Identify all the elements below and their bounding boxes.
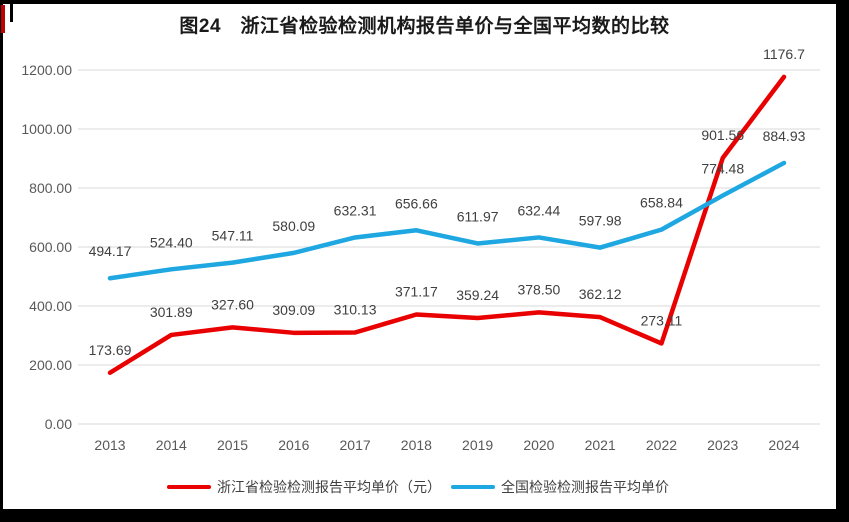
data-label: 611.97 [457, 208, 499, 224]
data-label: 371.17 [395, 284, 438, 300]
data-label: 656.66 [395, 195, 438, 211]
data-label: 310.13 [334, 302, 377, 318]
series-line-0 [107, 74, 787, 376]
data-label: 173.69 [89, 342, 132, 358]
x-tick-label: 2022 [646, 437, 677, 453]
data-label: 580.09 [272, 218, 315, 234]
y-tick-label: 0.00 [45, 416, 72, 432]
data-label: 362.12 [579, 286, 622, 302]
data-label: 658.84 [640, 195, 683, 211]
legend-swatch-0 [167, 484, 211, 490]
red-accent-tick [1, 5, 5, 33]
chart-title: 图24 浙江省检验检测机构报告单价与全国平均数的比较 [179, 16, 670, 37]
x-tick-label: 2020 [523, 437, 554, 453]
chart-legend: 浙江省检验检测报告平均单价（元） 全国检验检测报告平均单价 [0, 474, 836, 500]
data-label: 273.11 [641, 312, 683, 328]
x-tick-label: 2017 [340, 437, 371, 453]
data-label: 378.50 [517, 281, 560, 297]
data-label: 547.11 [212, 228, 254, 244]
frame-corner-mark [10, 0, 13, 22]
data-label: 774.48 [701, 161, 744, 177]
x-tick-label: 2024 [768, 437, 799, 453]
data-label: 632.44 [517, 202, 560, 218]
frame-border-top [0, 0, 849, 4]
data-label: 884.93 [763, 128, 806, 144]
frame-border-right [836, 0, 849, 522]
x-tick-label: 2023 [707, 437, 738, 453]
data-label: 901.56 [701, 127, 744, 143]
frame-border-bottom [0, 509, 849, 522]
y-tick-label: 1000.00 [21, 121, 72, 137]
x-tick-label: 2019 [462, 437, 493, 453]
x-tick-label: 2013 [94, 437, 125, 453]
data-label: 327.60 [211, 296, 254, 312]
data-label: 309.09 [272, 302, 315, 318]
series-line-1 [107, 160, 787, 281]
legend-label-0: 浙江省检验检测报告平均单价（元） [217, 479, 441, 495]
y-tick-label: 200.00 [29, 357, 72, 373]
x-tick-label: 2018 [401, 437, 432, 453]
y-tick-label: 400.00 [29, 298, 72, 314]
legend-swatch-1 [451, 484, 495, 490]
data-label: 494.17 [89, 243, 132, 259]
legend-item-1: 全国检验检测报告平均单价 [451, 477, 669, 497]
y-tick-label: 1200.00 [21, 62, 72, 78]
data-label: 632.31 [334, 202, 377, 218]
legend-label-1: 全国检验检测报告平均单价 [501, 479, 669, 495]
data-label: 359.24 [456, 287, 499, 303]
data-label: 597.98 [579, 213, 622, 229]
data-label: 301.89 [150, 304, 193, 320]
data-label: 1176.7 [763, 46, 805, 62]
y-tick-label: 800.00 [29, 180, 72, 196]
x-tick-label: 2016 [278, 437, 309, 453]
legend-item-0: 浙江省检验检测报告平均单价（元） [167, 477, 441, 497]
x-tick-label: 2014 [156, 437, 187, 453]
y-tick-label: 600.00 [29, 239, 72, 255]
data-label: 524.40 [150, 234, 193, 250]
x-tick-label: 2021 [585, 437, 616, 453]
frame-border-left [0, 0, 3, 522]
x-tick-label: 2015 [217, 437, 248, 453]
